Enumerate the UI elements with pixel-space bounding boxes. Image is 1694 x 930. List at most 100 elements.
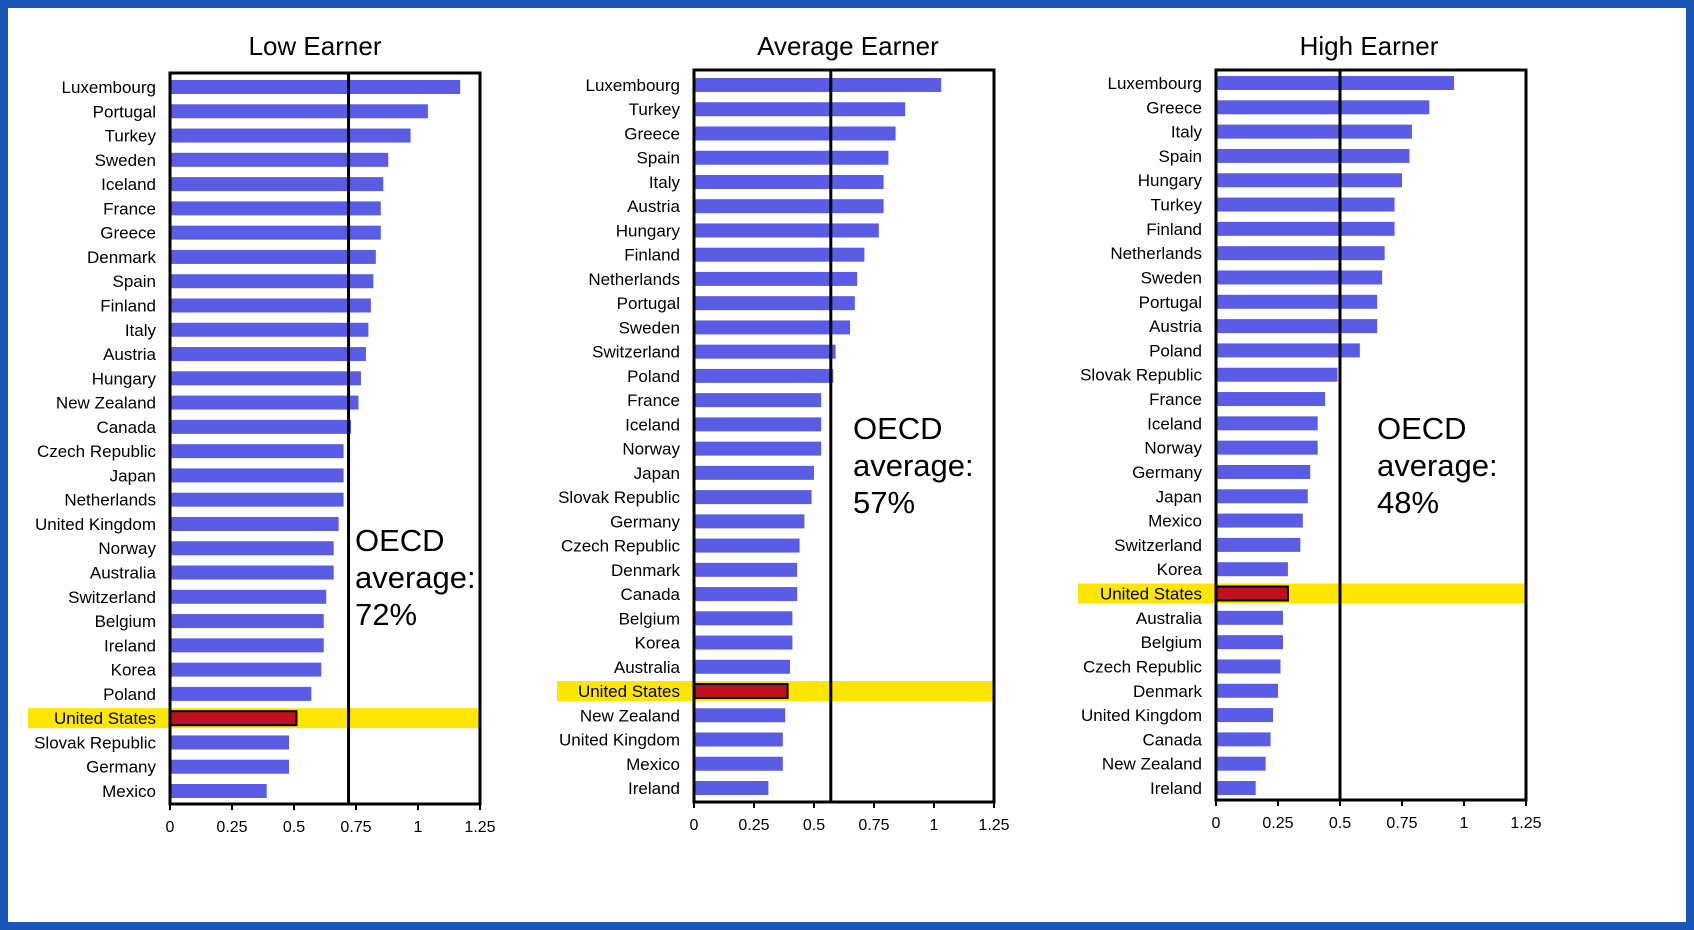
bar	[1216, 756, 1266, 771]
category-label: Greece	[100, 224, 156, 243]
category-label: Ireland	[628, 779, 680, 798]
category-label: Czech Republic	[1083, 657, 1203, 676]
bar	[1216, 197, 1395, 212]
bar-highlight	[169, 710, 298, 727]
category-label: Slovak Republic	[34, 733, 156, 752]
oecd-average-note: average:	[853, 448, 974, 483]
bar	[1216, 562, 1288, 577]
bar	[170, 177, 384, 192]
category-label: Spain	[113, 272, 156, 291]
category-label: Luxembourg	[1107, 74, 1202, 93]
category-label: Norway	[622, 440, 680, 459]
bar	[170, 541, 334, 556]
category-label: Greece	[1146, 98, 1202, 117]
bar	[1216, 732, 1271, 747]
category-label: United States	[1100, 585, 1202, 604]
oecd-average-note: 72%	[355, 597, 417, 632]
bar	[170, 249, 376, 264]
category-label: Czech Republic	[561, 537, 681, 556]
x-tick-label: 0	[166, 819, 175, 836]
category-label: Turkey	[629, 100, 681, 119]
category-label: France	[1149, 390, 1202, 409]
category-label: Turkey	[1151, 196, 1203, 215]
bar	[170, 104, 428, 119]
category-label: Italy	[649, 173, 681, 192]
category-label: Luxembourg	[61, 78, 156, 97]
bar	[1216, 76, 1455, 90]
bar	[170, 492, 344, 507]
bar	[170, 516, 339, 531]
bar	[694, 708, 786, 723]
bar	[1216, 464, 1311, 479]
bar	[170, 347, 366, 362]
bar	[170, 395, 359, 410]
category-label: Poland	[1149, 341, 1202, 360]
bar	[170, 614, 324, 629]
category-label: Hungary	[616, 221, 681, 240]
category-label: United Kingdom	[559, 731, 680, 750]
category-label: United Kingdom	[35, 515, 156, 534]
category-label: Belgium	[1141, 633, 1202, 652]
bar	[170, 444, 344, 459]
category-label: Germany	[610, 512, 680, 531]
bar	[1216, 294, 1378, 309]
category-label: Sweden	[95, 151, 156, 170]
bar	[1216, 221, 1395, 236]
category-label: Korea	[635, 634, 681, 653]
bar	[1216, 270, 1383, 285]
highlight-band	[1078, 583, 1526, 604]
category-label: Netherlands	[588, 270, 680, 289]
bar	[694, 126, 896, 141]
bar	[694, 490, 812, 505]
bar	[694, 393, 822, 408]
chart-panel-3: Luxembourg Greece Italy Spain Hungary Turkey F…	[1078, 31, 1542, 832]
category-label: Austria	[627, 197, 680, 216]
bar	[694, 732, 783, 747]
x-tick-label: 0	[690, 817, 699, 834]
category-label: Germany	[1132, 463, 1202, 482]
bar	[694, 296, 855, 311]
bar	[170, 225, 381, 240]
category-label: Denmark	[611, 561, 680, 580]
category-label: Sweden	[1141, 268, 1202, 287]
slide-frame: Luxembourg Portugal Turkey Sweden Iceland Fra…	[8, 8, 1686, 922]
category-label: Korea	[1157, 560, 1203, 579]
bar	[694, 78, 942, 92]
bar	[694, 441, 822, 456]
bar	[1216, 659, 1281, 674]
category-label: Portugal	[1139, 293, 1202, 312]
bar	[1216, 708, 1274, 723]
x-tick-label: 0.5	[283, 819, 305, 836]
x-tick-label: 0.75	[858, 817, 889, 834]
bar	[1216, 148, 1410, 163]
oecd-average-note: OECD	[853, 411, 943, 446]
bar	[170, 686, 312, 701]
oecd-average-note: 48%	[1377, 485, 1439, 520]
x-tick-label: 0.25	[216, 819, 247, 836]
x-tick-label: 0.5	[1329, 815, 1351, 832]
category-label: Switzerland	[68, 588, 156, 607]
bar	[1216, 537, 1301, 552]
bar	[170, 274, 374, 289]
category-label: Iceland	[625, 415, 680, 434]
chart-figure: Luxembourg Portugal Turkey Sweden Iceland Fra…	[28, 31, 1542, 836]
bar	[694, 199, 884, 214]
bar	[1216, 440, 1318, 455]
category-label: Norway	[1144, 439, 1202, 458]
category-label: Korea	[111, 661, 157, 680]
bar	[1216, 610, 1283, 625]
oecd-average-note: average:	[355, 560, 476, 595]
category-label: Netherlands	[1110, 244, 1202, 263]
category-label: Poland	[103, 685, 156, 704]
category-label: Ireland	[1150, 779, 1202, 798]
category-label: New Zealand	[56, 394, 156, 413]
category-label: Japan	[634, 464, 680, 483]
bar	[170, 662, 322, 677]
category-label: United States	[578, 682, 680, 701]
bar	[1216, 513, 1303, 528]
category-label: Mexico	[102, 782, 156, 801]
x-tick-label: 1.25	[978, 817, 1009, 834]
bar	[170, 735, 290, 750]
category-label: Italy	[125, 321, 157, 340]
chart-panel-1: Luxembourg Portugal Turkey Sweden Iceland Fra…	[28, 31, 496, 836]
